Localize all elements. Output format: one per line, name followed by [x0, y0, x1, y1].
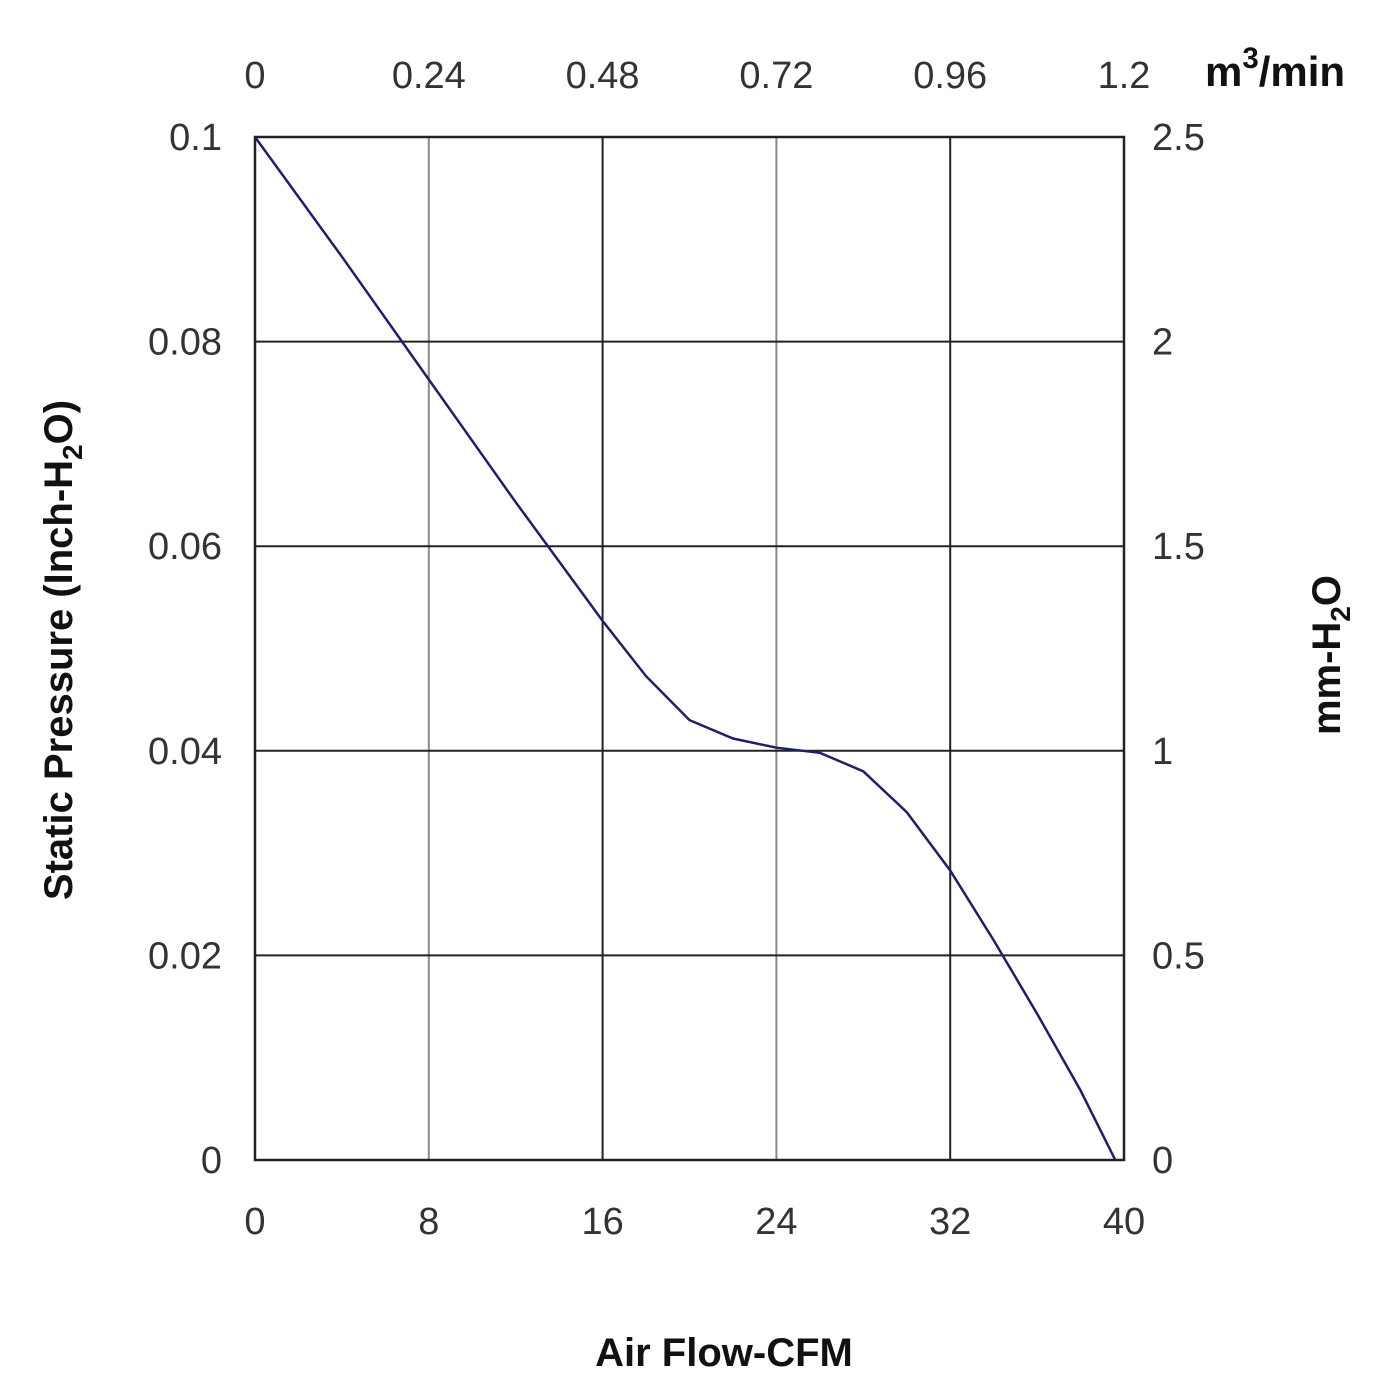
y-left-tick-label: 0 — [201, 1140, 222, 1182]
x-top-tick-label: 0.72 — [739, 55, 813, 97]
x-tick-label: 8 — [418, 1201, 439, 1243]
x-tick-label: 32 — [929, 1201, 971, 1243]
top-axis-unit: m3/min — [1205, 42, 1345, 95]
y-left-tick-label: 0.06 — [148, 526, 222, 568]
x-top-tick-label: 0.24 — [392, 55, 466, 97]
x-tick-label: 24 — [755, 1201, 797, 1243]
x-tick-label: 0 — [244, 1201, 265, 1243]
y-right-tick-label: 0 — [1152, 1140, 1173, 1182]
y-axis-left-title: Static Pressure (Inch-H2O) — [37, 400, 88, 900]
x-tick-label: 16 — [581, 1201, 623, 1243]
x-tick-label: 40 — [1103, 1201, 1145, 1243]
grid — [255, 137, 1124, 1160]
y-left-tick-label: 0.02 — [148, 935, 222, 977]
y-right-tick-label: 2.5 — [1152, 117, 1205, 159]
x-top-tick-label: 0 — [244, 55, 265, 97]
y-axis-right-title: mm-H2O — [1305, 575, 1356, 735]
x-axis-title: Air Flow-CFM — [595, 1331, 853, 1375]
y-right-tick-label: 1 — [1152, 731, 1173, 773]
x-top-tick-label: 1.2 — [1098, 55, 1151, 97]
y-right-tick-label: 0.5 — [1152, 935, 1205, 977]
y-left-tick-label: 0.04 — [148, 731, 222, 773]
x-top-tick-label: 0.48 — [566, 55, 640, 97]
y-right-tick-label: 1.5 — [1152, 526, 1205, 568]
tick-labels: 0 8 16 24 32 400 0.24 0.48 0.72 0.96 1.200.020.040… — [148, 55, 1205, 1243]
series-line — [253, 136, 1117, 1161]
y-left-tick-label: 0.1 — [169, 117, 222, 159]
plot-frame — [253, 135, 1126, 1162]
y-left-tick-label: 0.08 — [148, 322, 222, 364]
x-top-tick-label: 0.96 — [913, 55, 987, 97]
y-right-tick-label: 2 — [1152, 322, 1173, 364]
